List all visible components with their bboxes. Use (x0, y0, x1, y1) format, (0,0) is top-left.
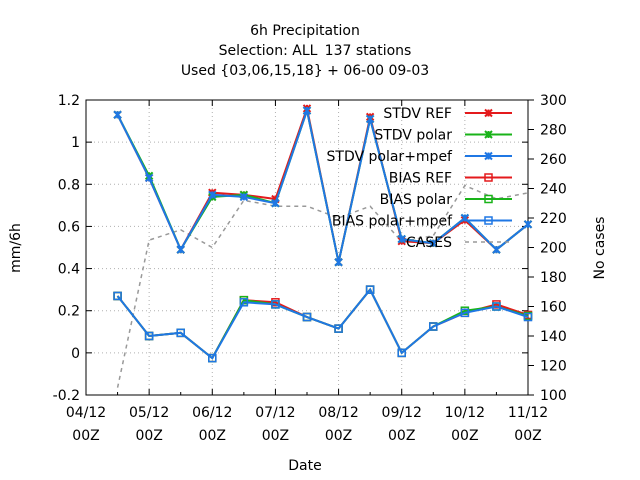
data-point-stdv-polar-mpef (492, 245, 501, 254)
data-point-bias-polar-mpef (523, 312, 533, 322)
data-point-stdv-polar-mpef (239, 192, 249, 202)
legend-label-cases: CASES (406, 235, 452, 251)
data-point-bias-polar-mpef (176, 328, 185, 338)
chart-subtitle-selection: Selection: ALL (219, 43, 318, 59)
data-point-bias-polar-mpef (271, 300, 280, 309)
x-tick-label-hour: 00Z (388, 428, 415, 444)
y2-tick-label: 220 (540, 211, 567, 227)
data-point-bias-polar-mpef (208, 353, 217, 363)
data-series (113, 104, 533, 388)
axes: -0.2 0 0.2 0.4 0.6 0.8 1 1.2 100 120 140 160 180 200 2… (53, 93, 567, 444)
data-point-stdv-polar-mpef (429, 239, 438, 248)
data-point-stdv-polar-mpef (271, 199, 280, 208)
legend-label-stdv-polar: STDV polar (374, 128, 452, 144)
data-point-stdv-polar-mpef (208, 190, 217, 200)
y2-tick-label: 200 (540, 241, 567, 257)
x-tick-label-date: 07/12 (255, 405, 295, 421)
y-tick-label: 0.4 (58, 262, 80, 278)
series-line-stdv-polar-mpef (116, 106, 529, 263)
legend-marker-stdv-ref (484, 108, 493, 118)
x-tick-label-date: 06/12 (192, 405, 232, 421)
legend-marker-bias-ref (484, 173, 493, 182)
y-tick-label: 1 (71, 135, 80, 151)
x-tick-label-hour: 00Z (135, 428, 162, 444)
series-cases (116, 184, 529, 388)
y-tick-label: -0.2 (53, 388, 80, 404)
legend-marker-bias-polar (484, 194, 493, 204)
legend-label-stdv-polar-mpef: STDV polar+mpef (327, 149, 454, 165)
legend-marker-bias-polar-mpef (484, 216, 493, 225)
x-tick-label-date: 08/12 (318, 405, 358, 421)
data-point-stdv-polar-mpef (113, 110, 122, 119)
y-tick-label: 0.6 (58, 219, 80, 235)
legend-label-bias-polar-mpef: BIAS polar+mpef (332, 214, 453, 230)
data-point-bias-polar-mpef (144, 331, 154, 341)
y-tick-label: 0 (71, 346, 80, 362)
legend-label-stdv-ref: STDV REF (383, 106, 452, 122)
x-tick-label-date: 10/12 (445, 405, 485, 421)
data-point-bias-polar-mpef (302, 312, 312, 322)
y2-tick-label: 140 (540, 329, 567, 345)
legend-label-bias-polar: BIAS polar (380, 192, 453, 208)
series-bias-polar-mpef (113, 285, 533, 363)
chart-title: 6h Precipitation (250, 23, 360, 39)
x-tick-label-date: 05/12 (129, 405, 169, 421)
legend: STDV REF STDV polar STDV polar+mpef BIAS RE… (327, 106, 512, 251)
data-point-stdv-polar-mpef (302, 106, 312, 115)
data-point-bias-polar-mpef (239, 298, 249, 307)
x-tick-label-hour: 00Z (514, 428, 541, 444)
x-tick-label-date: 04/12 (66, 405, 106, 421)
y-tick-label: 0.8 (58, 177, 80, 193)
y-tick-label: 1.2 (58, 93, 80, 109)
y-tick-label: 0.2 (58, 304, 80, 320)
legend-marker-stdv-polar-mpef (484, 151, 493, 161)
data-point-stdv-polar-mpef (334, 258, 343, 267)
x-tick-label-date: 11/12 (508, 405, 548, 421)
x-tick-label-hour: 00Z (325, 428, 352, 444)
y2-tick-label: 280 (540, 123, 567, 139)
data-point-stdv-polar-mpef (365, 114, 375, 124)
legend-label-bias-ref: BIAS REF (389, 171, 452, 187)
data-point-bias-polar-mpef (334, 324, 343, 333)
y2-tick-label: 180 (540, 270, 567, 286)
y2-tick-label: 300 (540, 93, 567, 109)
y2-axis-label: No cases (592, 217, 608, 280)
x-tick-label-hour: 00Z (199, 428, 226, 444)
data-point-bias-polar-mpef (113, 291, 122, 301)
data-point-bias-polar-mpef (397, 348, 406, 358)
series-line-bias-polar-mpef (116, 287, 529, 360)
chart-subtitle-stations: 137 stations (325, 43, 412, 59)
x-tick-label-hour: 00Z (262, 428, 289, 444)
title-block: 6h Precipitation Selection: ALL 137 stat… (181, 23, 429, 79)
y2-tick-label: 100 (540, 388, 567, 404)
y2-tick-label: 160 (540, 300, 567, 316)
data-point-stdv-polar-mpef (523, 220, 533, 229)
y-axis-label: mm/6h (8, 223, 24, 273)
series-stdv-polar-mpef (113, 106, 533, 267)
data-point-bias-polar-mpef (492, 302, 501, 311)
legend-marker-stdv-polar (484, 130, 493, 139)
y2-tick-label: 240 (540, 182, 567, 198)
series-line-cases (116, 184, 529, 388)
x-tick-label-hour: 00Z (72, 428, 99, 444)
plot-frame (85, 99, 529, 396)
chart-subtitle-used: Used {03,06,15,18} + 06-00 09-03 (181, 63, 429, 79)
data-point-bias-polar-mpef (460, 308, 470, 318)
data-point-stdv-polar-mpef (144, 173, 154, 183)
data-point-bias-polar-mpef (429, 322, 438, 331)
grid-lines (86, 100, 528, 395)
x-axis-label: Date (288, 458, 321, 474)
x-tick-label-hour: 00Z (451, 428, 478, 444)
y2-tick-label: 120 (540, 359, 567, 375)
x-tick-label-date: 09/12 (382, 405, 422, 421)
data-point-bias-polar-mpef (365, 285, 375, 294)
data-point-stdv-polar-mpef (176, 245, 185, 254)
data-point-stdv-polar-mpef (397, 234, 406, 244)
y2-tick-label: 260 (540, 152, 567, 168)
